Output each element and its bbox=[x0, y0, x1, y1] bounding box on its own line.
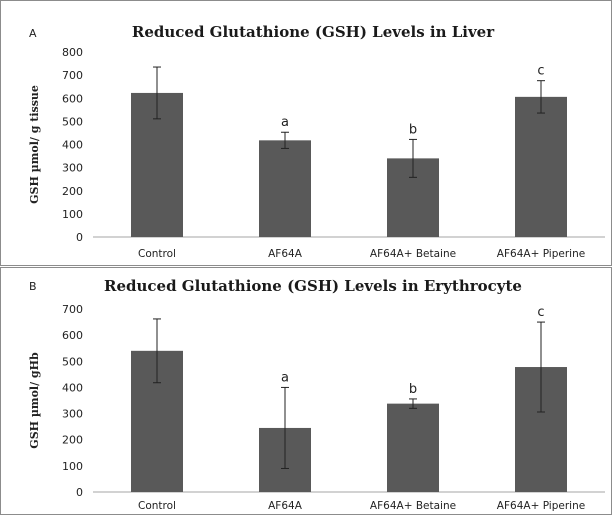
chart-b-svg: B Reduced Glutathione (GSH) Levels in Ery… bbox=[1, 268, 611, 514]
y-tick-label: 800 bbox=[62, 46, 83, 59]
y-axis-label: GSH µmol/ gHb bbox=[28, 352, 41, 449]
y-tick-label: 0 bbox=[76, 486, 83, 499]
bar bbox=[259, 140, 311, 237]
significance-label: b bbox=[409, 382, 417, 397]
y-axis-label: GSH µmol/ g tissue bbox=[28, 85, 41, 204]
bar bbox=[515, 97, 567, 237]
x-category-label: AF64A bbox=[268, 248, 303, 260]
significance-label: a bbox=[281, 115, 289, 130]
x-category-label: AF64A+ Piperine bbox=[497, 248, 585, 260]
x-category-label: AF64A+ Piperine bbox=[497, 500, 585, 512]
significance-label: c bbox=[537, 64, 544, 79]
significance-label: b bbox=[409, 122, 417, 137]
y-tick-label: 0 bbox=[76, 231, 83, 244]
x-category-label: AF64A+ Betaine bbox=[370, 248, 456, 260]
y-tick-label: 400 bbox=[62, 381, 83, 394]
chart-panel-a: A Reduced Glutathione (GSH) Levels in Liv… bbox=[0, 0, 612, 266]
y-tick-label: 200 bbox=[62, 434, 83, 447]
significance-label: c bbox=[537, 305, 544, 320]
chart-a-svg: A Reduced Glutathione (GSH) Levels in Liv… bbox=[1, 1, 611, 265]
y-tick-label: 600 bbox=[62, 92, 83, 105]
y-tick-label: 400 bbox=[62, 139, 83, 152]
significance-label: a bbox=[281, 370, 289, 385]
panel-letter: A bbox=[29, 27, 37, 40]
chart-title: Reduced Glutathione (GSH) Levels in Live… bbox=[132, 23, 495, 41]
y-tick-label: 100 bbox=[62, 460, 83, 473]
panel-letter: B bbox=[29, 280, 37, 293]
x-category-label: Control bbox=[138, 248, 176, 260]
y-tick-label: 200 bbox=[62, 185, 83, 198]
x-category-label: AF64A+ Betaine bbox=[370, 500, 456, 512]
y-tick-label: 700 bbox=[62, 69, 83, 82]
y-tick-label: 100 bbox=[62, 208, 83, 221]
y-tick-label: 500 bbox=[62, 355, 83, 368]
y-tick-label: 600 bbox=[62, 329, 83, 342]
bar bbox=[387, 404, 439, 492]
y-tick-label: 500 bbox=[62, 115, 83, 128]
x-category-label: Control bbox=[138, 500, 176, 512]
y-tick-label: 700 bbox=[62, 303, 83, 316]
y-tick-label: 300 bbox=[62, 162, 83, 175]
y-tick-label: 300 bbox=[62, 408, 83, 421]
chart-panel-b: B Reduced Glutathione (GSH) Levels in Ery… bbox=[0, 267, 612, 515]
x-category-label: AF64A bbox=[268, 500, 303, 512]
chart-title: Reduced Glutathione (GSH) Levels in Eryt… bbox=[104, 277, 522, 295]
